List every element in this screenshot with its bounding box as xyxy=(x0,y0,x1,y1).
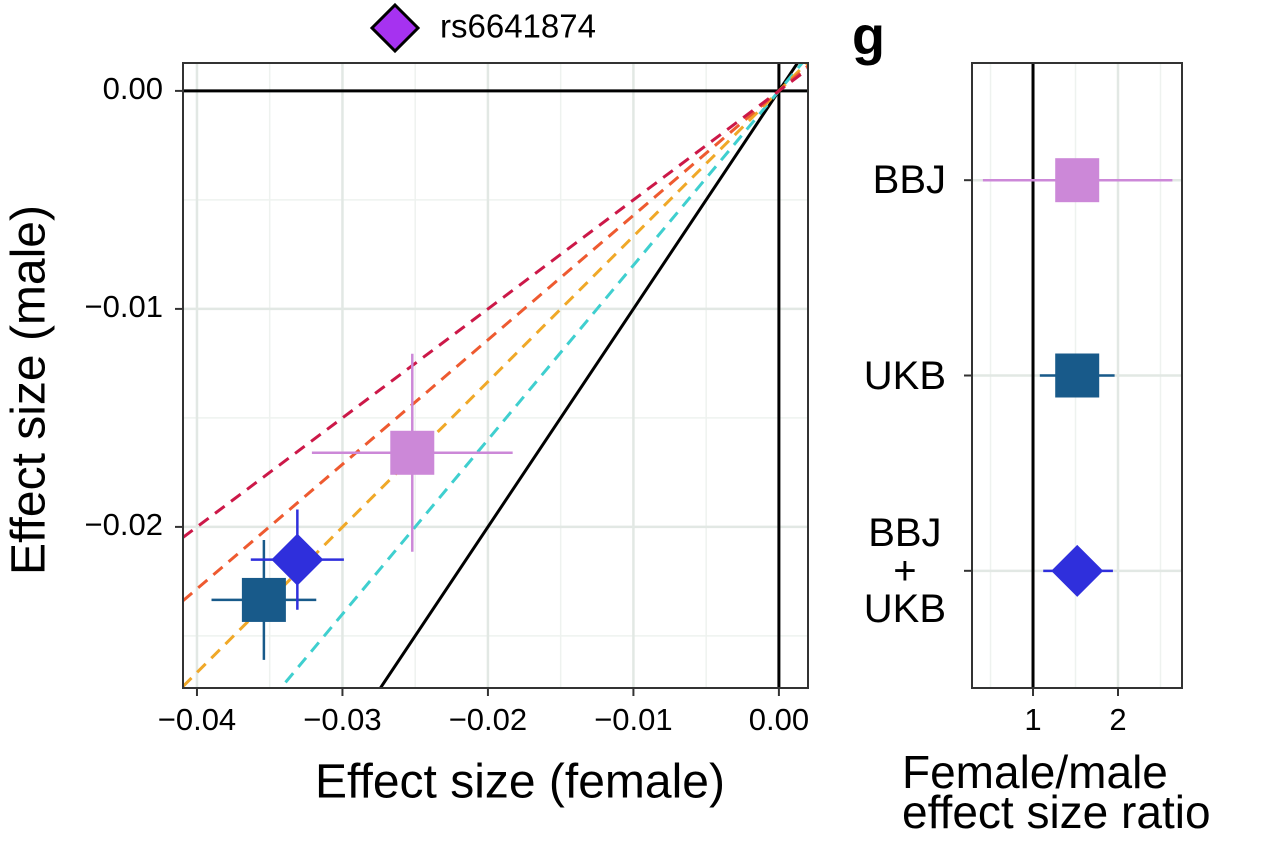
x-tick-label: −0.04 xyxy=(158,702,236,737)
point xyxy=(1055,353,1100,398)
point xyxy=(1055,158,1100,203)
panel-border xyxy=(182,62,809,689)
y-tick-label: 0.00 xyxy=(103,71,163,106)
x-tick-label: 2 xyxy=(1109,702,1126,737)
panel-border xyxy=(971,62,1183,689)
point xyxy=(1051,544,1104,597)
y-tick-label: BBJ xyxy=(872,158,946,203)
reference-line xyxy=(183,64,808,602)
x-tick-label: −0.02 xyxy=(449,702,527,737)
y-tick-label: −0.01 xyxy=(85,289,163,324)
y-tick-label: BBJ + UKB xyxy=(863,510,946,631)
legend-label: rs6641874 xyxy=(440,8,596,45)
x-tick-label: 0.00 xyxy=(749,702,809,737)
point xyxy=(241,577,286,622)
point xyxy=(390,430,435,475)
reference-line xyxy=(278,63,805,688)
plot-area xyxy=(183,63,808,688)
x-axis-title: Female/male effect size ratio xyxy=(902,746,1211,838)
x-tick-label: 1 xyxy=(1024,702,1041,737)
y-axis-title: Effect size (male) xyxy=(3,205,56,575)
reference-line xyxy=(183,67,808,539)
y-tick-label: UKB xyxy=(863,353,946,398)
panel-tag: g xyxy=(852,6,885,66)
x-axis-title: Effect size (female) xyxy=(315,756,725,809)
legend-marker xyxy=(369,2,421,54)
y-tick-label: −0.02 xyxy=(85,507,163,542)
x-tick-label: −0.03 xyxy=(303,702,381,737)
x-tick-label: −0.01 xyxy=(594,702,672,737)
reference-line xyxy=(378,63,800,688)
point xyxy=(271,533,324,586)
plot-area xyxy=(972,63,1182,688)
reference-line xyxy=(183,63,808,688)
